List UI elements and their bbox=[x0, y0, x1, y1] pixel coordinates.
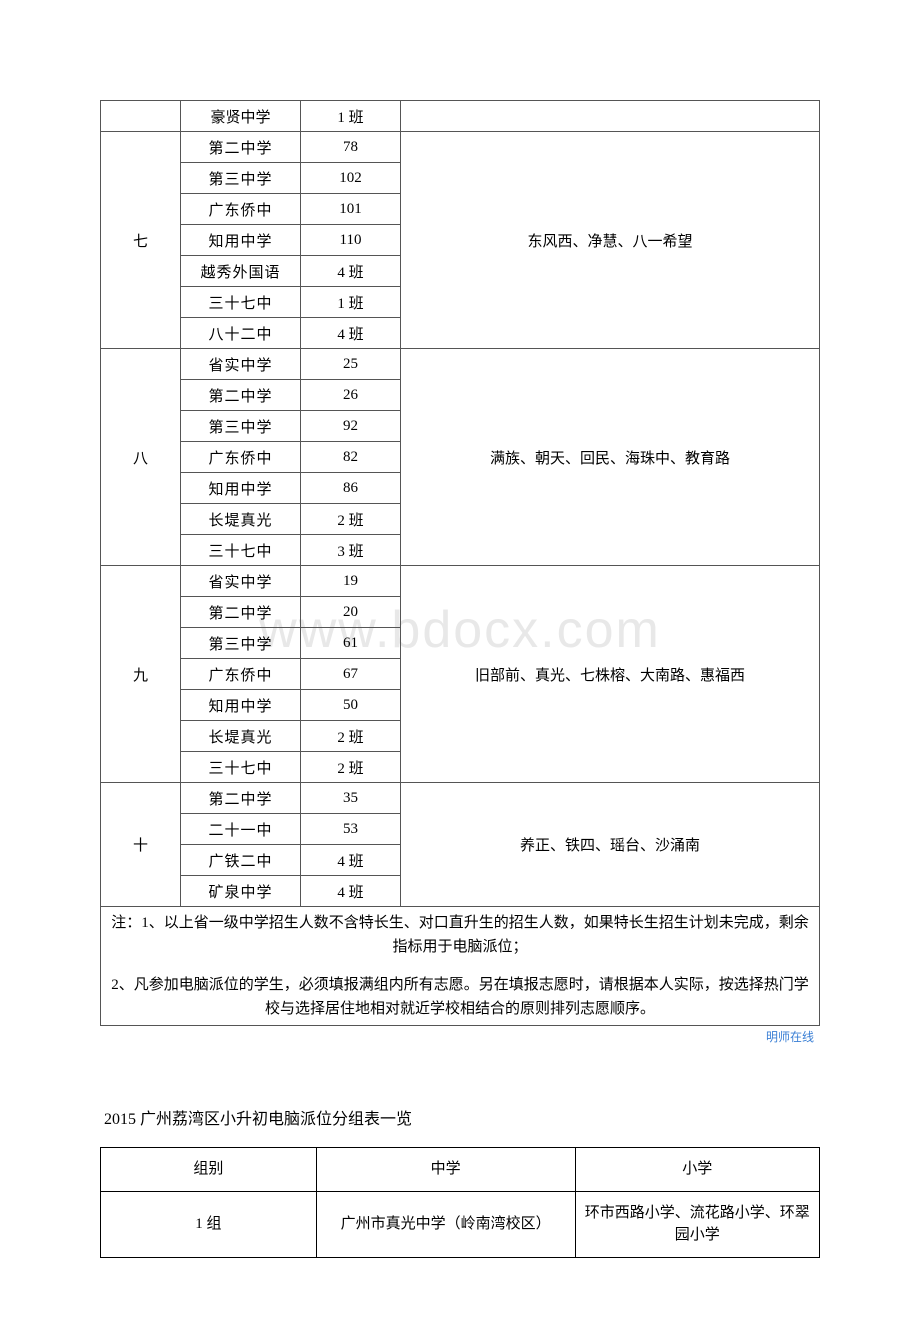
school-cell: 知用中学 bbox=[181, 473, 301, 504]
group-cell: 十 bbox=[101, 783, 181, 907]
count-cell: 25 bbox=[301, 349, 401, 380]
count-cell: 86 bbox=[301, 473, 401, 504]
count-cell: 19 bbox=[301, 566, 401, 597]
t2-header-group: 组别 bbox=[101, 1148, 317, 1192]
school-cell: 广东侨中 bbox=[181, 194, 301, 225]
school-cell: 第二中学 bbox=[181, 783, 301, 814]
count-cell: 35 bbox=[301, 783, 401, 814]
count-cell: 20 bbox=[301, 597, 401, 628]
school-cell: 第二中学 bbox=[181, 132, 301, 163]
school-cell: 长堤真光 bbox=[181, 721, 301, 752]
primary-cell: 东风西、净慧、八一希望 bbox=[401, 132, 820, 349]
count-cell: 67 bbox=[301, 659, 401, 690]
count-cell: 2 班 bbox=[301, 752, 401, 783]
school-cell: 广东侨中 bbox=[181, 659, 301, 690]
school-cell: 省实中学 bbox=[181, 566, 301, 597]
school-cell: 第三中学 bbox=[181, 411, 301, 442]
t2-row1-group: 1 组 bbox=[101, 1191, 317, 1257]
primary-cell: 养正、铁四、瑶台、沙涌南 bbox=[401, 783, 820, 907]
notes-cell: 注：1、以上省一级中学招生人数不含特长生、对口直升生的招生人数，如果特长生招生计… bbox=[101, 907, 820, 1026]
school-cell: 知用中学 bbox=[181, 690, 301, 721]
brand-label: 明师在线 bbox=[100, 1028, 820, 1045]
t2-header-pri: 小学 bbox=[575, 1148, 819, 1192]
school-cell: 三十七中 bbox=[181, 752, 301, 783]
group-cell bbox=[101, 101, 181, 132]
count-cell: 4 班 bbox=[301, 845, 401, 876]
school-cell: 豪贤中学 bbox=[181, 101, 301, 132]
school-cell: 三十七中 bbox=[181, 535, 301, 566]
group-cell: 九 bbox=[101, 566, 181, 783]
school-cell: 第三中学 bbox=[181, 628, 301, 659]
count-cell: 4 班 bbox=[301, 256, 401, 287]
t2-header-mid: 中学 bbox=[316, 1148, 575, 1192]
count-cell: 26 bbox=[301, 380, 401, 411]
school-cell: 知用中学 bbox=[181, 225, 301, 256]
school-cell: 广铁二中 bbox=[181, 845, 301, 876]
count-cell: 3 班 bbox=[301, 535, 401, 566]
count-cell: 1 班 bbox=[301, 101, 401, 132]
school-cell: 矿泉中学 bbox=[181, 876, 301, 907]
count-cell: 53 bbox=[301, 814, 401, 845]
primary-cell: 旧部前、真光、七株榕、大南路、惠福西 bbox=[401, 566, 820, 783]
count-cell: 92 bbox=[301, 411, 401, 442]
section-2-title: 2015 广州荔湾区小升初电脑派位分组表一览 bbox=[100, 1105, 820, 1129]
school-cell: 越秀外国语 bbox=[181, 256, 301, 287]
group-cell: 七 bbox=[101, 132, 181, 349]
count-cell: 50 bbox=[301, 690, 401, 721]
school-cell: 第二中学 bbox=[181, 380, 301, 411]
count-cell: 4 班 bbox=[301, 318, 401, 349]
count-cell: 61 bbox=[301, 628, 401, 659]
school-cell: 第三中学 bbox=[181, 163, 301, 194]
count-cell: 110 bbox=[301, 225, 401, 256]
t2-row1-mid: 广州市真光中学（岭南湾校区） bbox=[316, 1191, 575, 1257]
count-cell: 1 班 bbox=[301, 287, 401, 318]
school-cell: 三十七中 bbox=[181, 287, 301, 318]
school-cell: 广东侨中 bbox=[181, 442, 301, 473]
school-cell: 八十二中 bbox=[181, 318, 301, 349]
allocation-table-2: 组别 中学 小学 1 组 广州市真光中学（岭南湾校区） 环市西路小学、流花路小学… bbox=[100, 1147, 820, 1258]
primary-cell bbox=[401, 101, 820, 132]
school-cell: 第二中学 bbox=[181, 597, 301, 628]
school-cell: 二十一中 bbox=[181, 814, 301, 845]
school-cell: 省实中学 bbox=[181, 349, 301, 380]
count-cell: 82 bbox=[301, 442, 401, 473]
group-cell: 八 bbox=[101, 349, 181, 566]
count-cell: 102 bbox=[301, 163, 401, 194]
school-cell: 长堤真光 bbox=[181, 504, 301, 535]
count-cell: 78 bbox=[301, 132, 401, 163]
count-cell: 4 班 bbox=[301, 876, 401, 907]
count-cell: 2 班 bbox=[301, 721, 401, 752]
count-cell: 101 bbox=[301, 194, 401, 225]
allocation-table-1: 豪贤中学1 班七第二中学78东风西、净慧、八一希望第三中学102广东侨中101知… bbox=[100, 100, 820, 1026]
count-cell: 2 班 bbox=[301, 504, 401, 535]
primary-cell: 满族、朝天、回民、海珠中、教育路 bbox=[401, 349, 820, 566]
t2-row1-pri: 环市西路小学、流花路小学、环翠园小学 bbox=[575, 1191, 819, 1257]
